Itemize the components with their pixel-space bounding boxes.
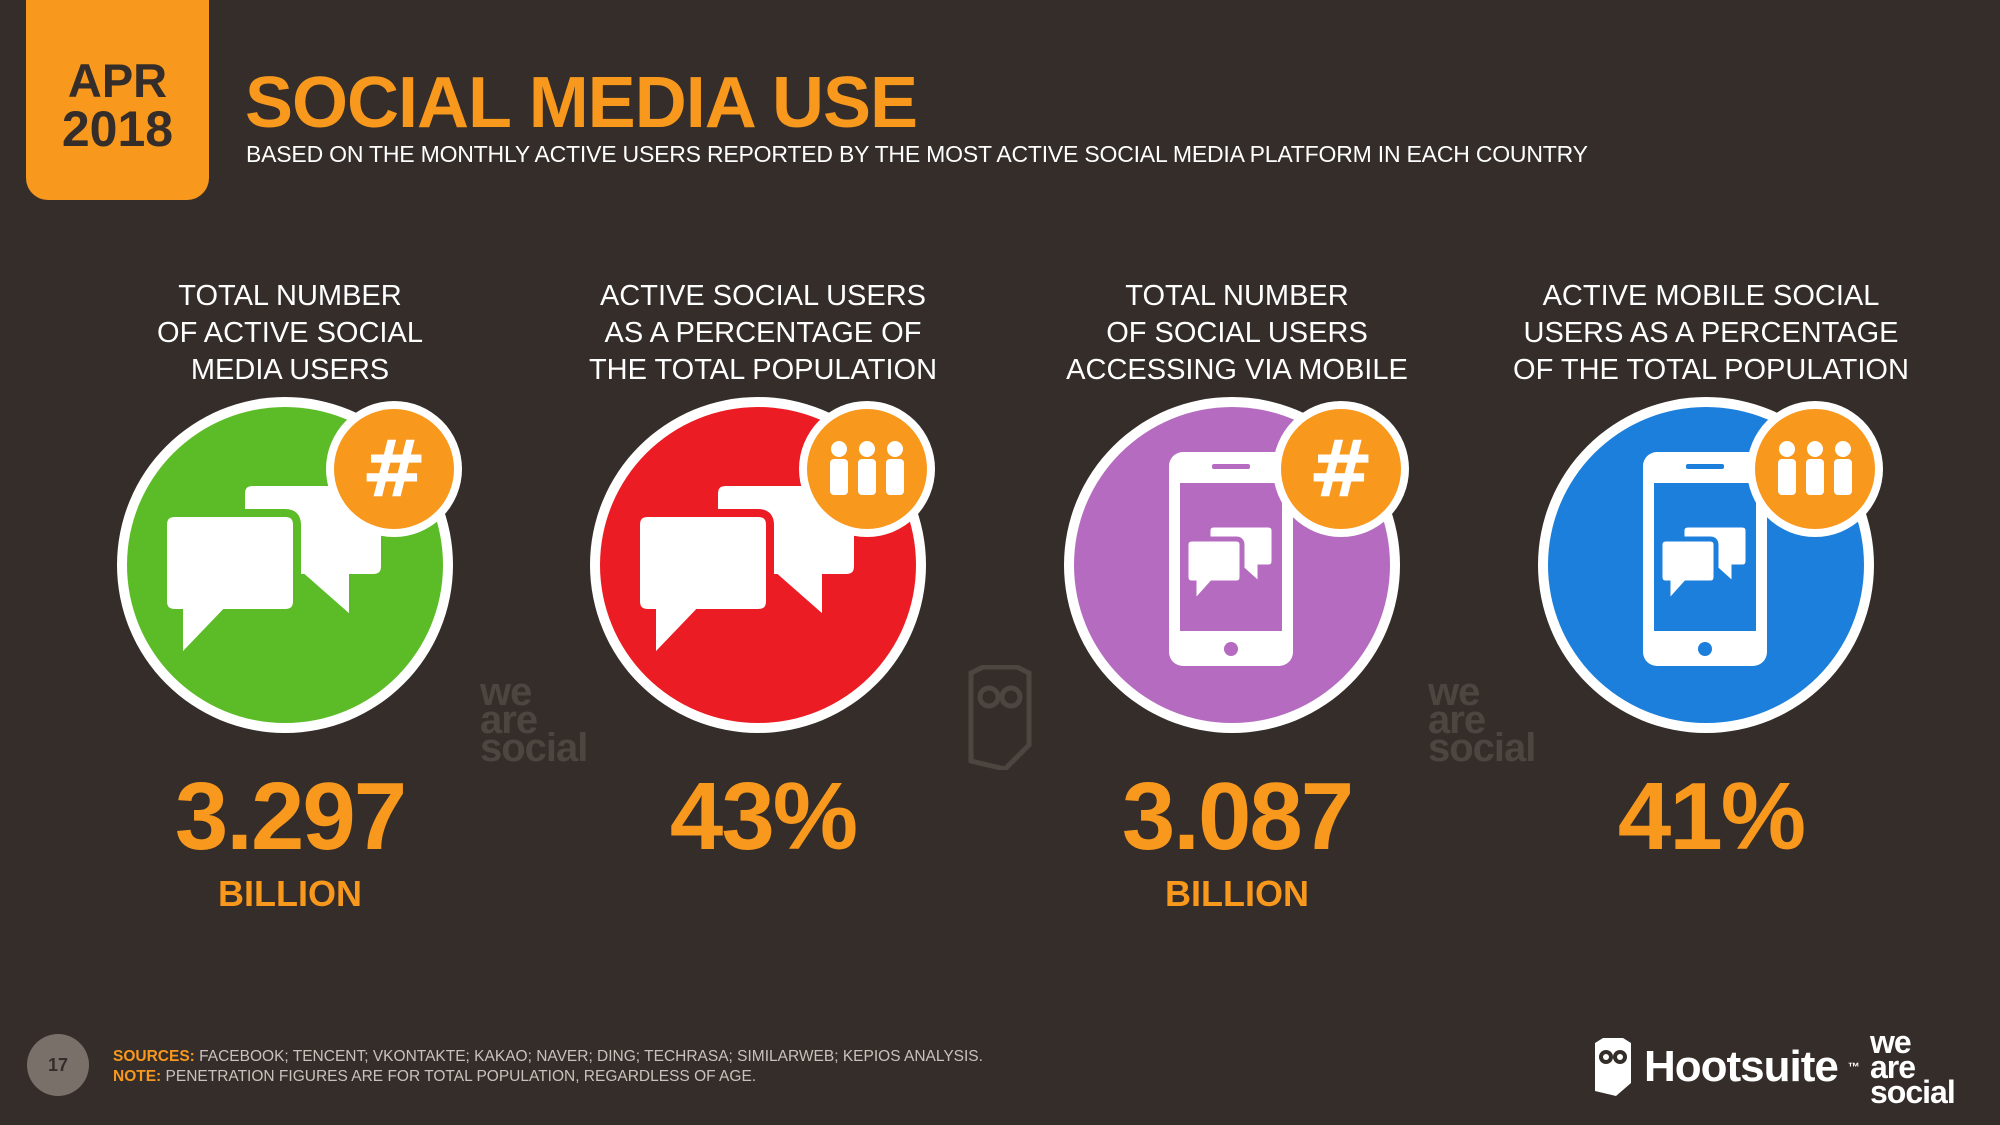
stat-mobile-social-penetration: ACTIVE MOBILE SOCIAL USERS AS A PERCENTAG… [1491,278,1931,958]
footer-sources: SOURCES: FACEBOOK; TENCENT; VKONTAKTE; K… [113,1047,983,1087]
date-badge-month: APR [67,53,168,107]
stat-value: 3.297 [174,763,407,870]
stat-value: 3.087 [1121,763,1354,870]
sources-label: SOURCES: [113,1048,195,1065]
watermark-line: are [480,698,538,742]
svg-text:#: # [1308,425,1373,515]
watermark-line: social [1428,726,1536,770]
note-text: PENETRATION FIGURES ARE FOR TOTAL POPULA… [165,1068,757,1085]
page-title: SOCIAL MEDIA USE [245,63,918,143]
we-are-social-logo: we are social [1870,1024,1956,1110]
stat-unit: BILLION [218,873,362,914]
chat-bubbles-icon: # [115,397,465,747]
stat-mobile-social-users: TOTAL NUMBER OF SOCIAL USERS ACCESSING VIA… [1017,278,1457,958]
stat-label: TOTAL NUMBER OF SOCIAL USERS ACCESSING VIA… [1066,280,1408,386]
logo-line: are [1870,1049,1916,1085]
watermark-line: are [1428,698,1486,742]
stat-value: 43% [669,763,858,870]
date-badge: APR 2018 [26,0,209,200]
chat-bubbles-icon [588,397,938,747]
mobile-chat-icon: # [1062,397,1412,747]
stat-social-penetration: ACTIVE SOCIAL USERS AS A PERCENTAGE OF THE… [543,278,983,958]
hootsuite-logo: Hootsuite ™ [1592,1037,1860,1097]
stat-label: TOTAL NUMBER OF ACTIVE SOCIAL MEDIA USERS [157,280,423,386]
page-subtitle: BASED ON THE MONTHLY ACTIVE USERS REPORT… [246,141,1588,167]
we-are-social-watermark: we are social [480,670,588,770]
date-badge-year: 2018 [61,101,174,158]
logo-line: social [1870,1074,1956,1110]
watermark-line: we [480,670,532,714]
note-label: NOTE: [113,1068,162,1085]
hootsuite-wordmark: Hootsuite [1644,1042,1839,1091]
watermark-line: social [480,726,588,770]
hootsuite-trademark: ™ [1847,1060,1860,1074]
page-number: 17 [27,1034,89,1096]
stat-label: ACTIVE MOBILE SOCIAL USERS AS A PERCENTAG… [1513,280,1909,386]
svg-text:#: # [361,425,426,515]
watermark-line: we [1428,670,1480,714]
stat-unit: BILLION [1165,873,1309,914]
mobile-chat-icon [1536,397,1886,747]
we-are-social-watermark: we are social [1428,670,1536,770]
owl-watermark-icon [968,665,1032,770]
stat-active-social-users: TOTAL NUMBER OF ACTIVE SOCIAL MEDIA USERS … [70,278,510,958]
stat-label: ACTIVE SOCIAL USERS AS A PERCENTAGE OF THE… [588,280,938,386]
sources-text: FACEBOOK; TENCENT; VKONTAKTE; KAKAO; NAV… [199,1048,983,1065]
hootsuite-owl-icon [1595,1038,1631,1096]
logo-line: we [1870,1024,1912,1060]
stat-value: 41% [1617,763,1806,870]
